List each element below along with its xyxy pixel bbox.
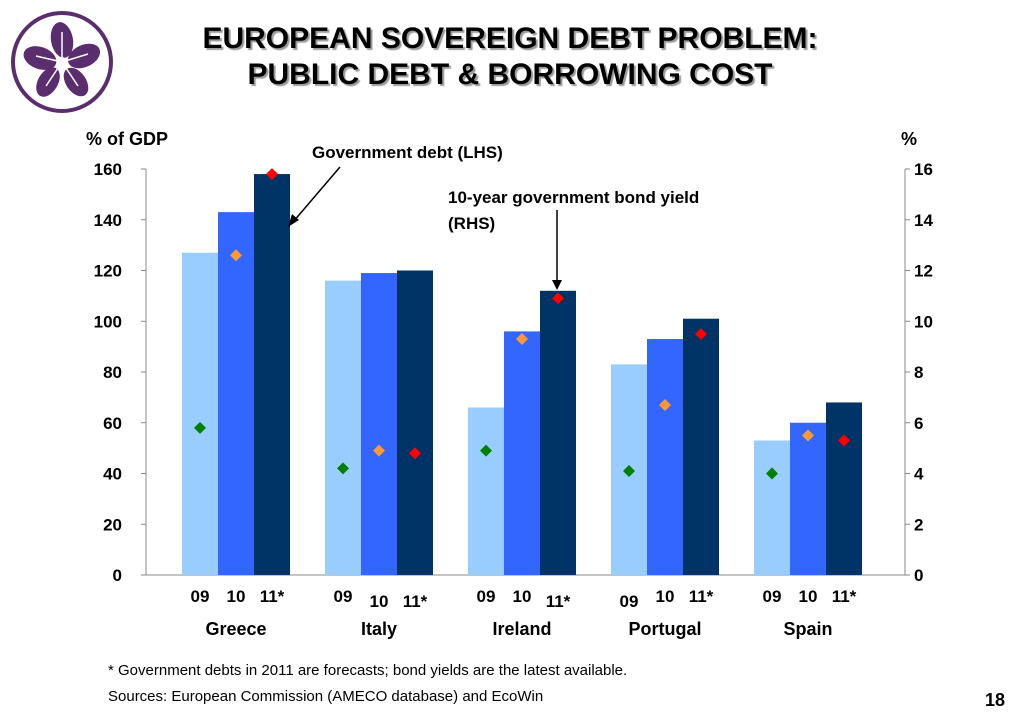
bauhinia-logo-icon (11, 11, 113, 113)
year-label: 09 (620, 592, 639, 611)
debt-bar (218, 212, 254, 575)
yield-marker (337, 462, 349, 475)
debt-bar (397, 270, 433, 575)
yield-arrowhead (552, 280, 562, 290)
right-tick-label: 0 (914, 566, 923, 585)
left-tick-label: 100 (94, 312, 122, 331)
debt-arrowhead (288, 214, 299, 227)
yield-marker (194, 421, 206, 434)
left-tick-label: 140 (94, 211, 122, 230)
debt-bar (647, 339, 683, 575)
country-label: Portugal (628, 619, 701, 639)
yield-marker (838, 434, 850, 447)
debt-annotation-arrow (292, 166, 341, 223)
yield-marker (409, 447, 421, 460)
country-label: Spain (783, 619, 832, 639)
debt-bar (683, 318, 719, 575)
yield-marker (516, 333, 528, 346)
right-tick-label: 2 (914, 515, 923, 534)
debt-bar (504, 331, 540, 575)
right-tick-label: 6 (914, 414, 923, 433)
slide-title-line-1: EUROPEAN SOVEREIGN DEBT PROBLEM: (202, 22, 818, 55)
yield-marker (802, 429, 814, 442)
debt-bar (468, 407, 504, 575)
left-tick-label: 60 (103, 414, 122, 433)
year-label: 09 (334, 587, 353, 606)
year-label: 11* (403, 592, 428, 611)
slide-title-line-2: PUBLIC DEBT & BORROWING COST (247, 58, 773, 91)
debt-bar (182, 252, 218, 576)
debt-annotation: Government debt (LHS) (312, 143, 503, 162)
debt-bar (254, 174, 290, 575)
yield-annotation-line-2: (RHS) (448, 214, 495, 233)
page-number: 18 (985, 690, 1006, 710)
right-tick-label: 12 (914, 262, 933, 281)
year-label: 09 (477, 587, 496, 606)
right-tick-label: 16 (914, 160, 933, 179)
year-label: 11* (832, 587, 857, 606)
yield-marker (230, 249, 242, 262)
year-label: 10 (656, 587, 675, 606)
right-tick-label: 4 (914, 465, 924, 484)
left-tick-label: 80 (103, 363, 122, 382)
yield-marker (623, 464, 635, 477)
year-label: 10 (227, 587, 246, 606)
year-label: 11* (546, 592, 571, 611)
right-tick-label: 14 (914, 211, 933, 230)
country-label: Italy (361, 619, 397, 639)
year-label: 10 (799, 587, 818, 606)
debt-bar (790, 422, 826, 575)
debt-bar (325, 280, 361, 575)
year-label: 11* (689, 587, 714, 606)
left-tick-label: 40 (103, 465, 122, 484)
sources-note: Sources: European Commission (AMECO data… (108, 688, 544, 705)
debt-bar (826, 402, 862, 575)
yield-marker (480, 444, 492, 457)
yield-marker (552, 292, 564, 305)
left-tick-label: 160 (94, 160, 122, 179)
country-label: Ireland (492, 619, 551, 639)
country-label: Greece (205, 619, 266, 639)
year-label: 10 (513, 587, 532, 606)
yield-marker (373, 444, 385, 457)
left-tick-label: 0 (113, 566, 122, 585)
right-tick-label: 8 (914, 363, 923, 382)
yield-marker (695, 327, 707, 340)
year-label: 11* (260, 587, 285, 606)
debt-bar (754, 440, 790, 575)
year-label: 09 (763, 587, 782, 606)
right-axis-title: % (901, 129, 917, 149)
right-tick-label: 10 (914, 312, 933, 331)
footnote: * Government debts in 2011 are forecasts… (108, 662, 628, 679)
left-tick-label: 120 (94, 262, 122, 281)
year-label: 10 (370, 592, 389, 611)
year-label: 09 (191, 587, 210, 606)
yield-marker (659, 398, 671, 411)
yield-marker (266, 168, 278, 181)
debt-bar (361, 273, 397, 575)
left-tick-label: 20 (103, 515, 122, 534)
debt-bar (540, 290, 576, 575)
yield-annotation-line-1: 10-year government bond yield (448, 188, 699, 207)
left-axis-title: % of GDP (86, 129, 168, 149)
yield-marker (766, 467, 778, 480)
